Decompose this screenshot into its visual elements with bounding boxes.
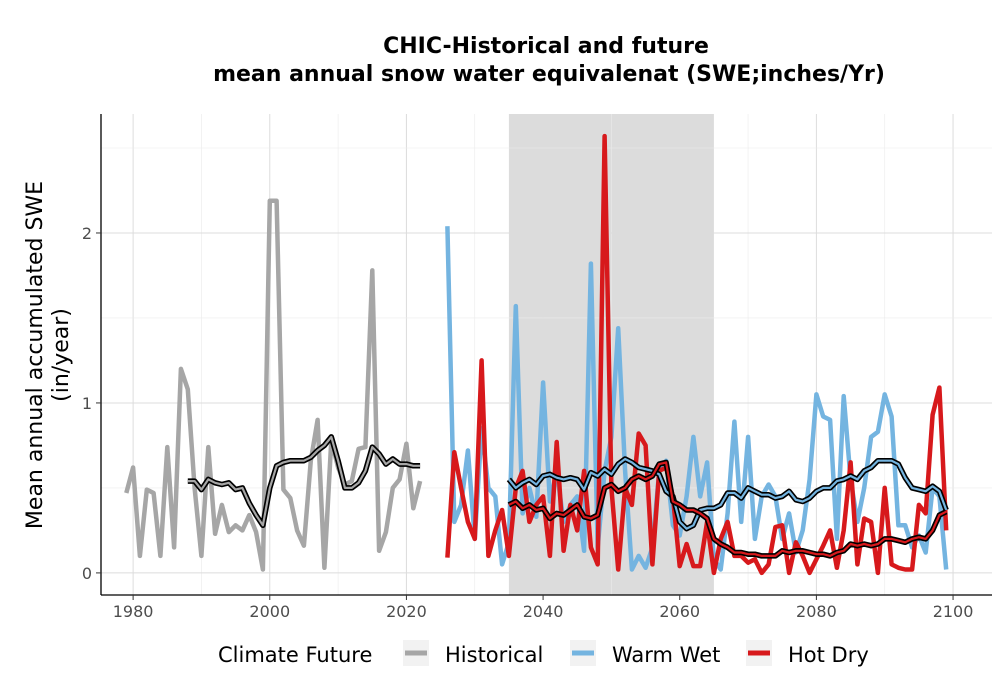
y-tick-label: 1 <box>82 394 92 413</box>
series-line-warm-wet <box>445 226 949 572</box>
y-axis-label-line1: Mean annual accumulated SWE <box>23 181 48 529</box>
series-line-historical <box>124 198 423 572</box>
x-tick-label: 2020 <box>386 602 427 621</box>
series-line-hot-dry <box>445 133 949 576</box>
chart-subtitle: mean annual snow water equivalenat (SWE;… <box>213 62 885 87</box>
legend-label-warm-wet: Warm Wet <box>612 643 720 667</box>
y-tick-label: 2 <box>82 224 92 243</box>
legend-label-hot-dry: Hot Dry <box>788 643 869 667</box>
plot-area: 1980 2000 2020 2040 2060 2080 2100 0 1 2 <box>82 114 992 621</box>
warm-wet-smoothed-line <box>508 457 948 530</box>
x-tick-label: 2040 <box>523 602 564 621</box>
legend-label-historical: Historical <box>445 643 543 667</box>
x-tick-label: 2060 <box>659 602 700 621</box>
y-tick-label: 0 <box>82 564 92 583</box>
legend-title: Climate Future <box>218 643 372 667</box>
legend: Historical Warm Wet Hot Dry <box>403 640 869 667</box>
y-axis-label-line2: (in/year) <box>49 308 74 402</box>
x-tick-label: 1980 <box>113 602 154 621</box>
x-tick-label: 2080 <box>796 602 837 621</box>
hot-dry-smoothed-line <box>508 461 947 558</box>
historical-smoothed-line <box>187 435 421 527</box>
x-tick-label: 2000 <box>249 602 290 621</box>
chart-title: CHIC-Historical and future <box>383 34 709 59</box>
x-tick-label: 2100 <box>933 602 974 621</box>
